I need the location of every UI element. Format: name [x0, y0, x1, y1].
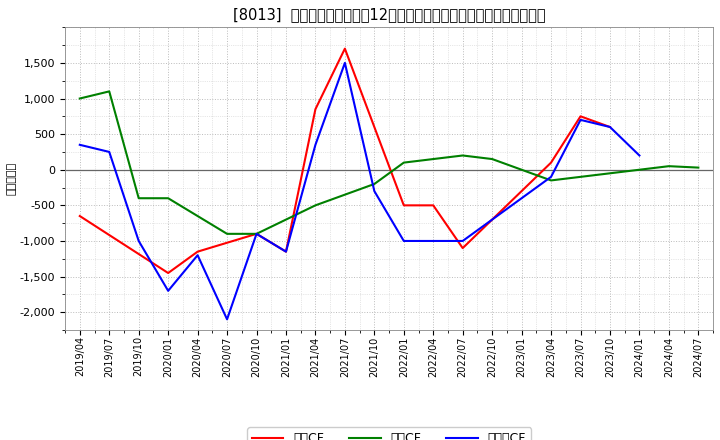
フリーCF [222, 317, 231, 322]
フリーCF [370, 188, 379, 194]
投資CF [694, 165, 703, 170]
フリーCF [105, 149, 114, 154]
投資CF [665, 164, 673, 169]
営業CF [341, 46, 349, 51]
フリーCF [135, 238, 143, 244]
フリーCF [576, 117, 585, 122]
投資CF [576, 174, 585, 180]
投資CF [400, 160, 408, 165]
投資CF [488, 156, 497, 161]
Legend: 営業CF, 投資CF, フリーCF: 営業CF, 投資CF, フリーCF [247, 427, 531, 440]
Title: [8013]  キャッシュフローの12か月移動合計の対前年同期増減額の推移: [8013] キャッシュフローの12か月移動合計の対前年同期増減額の推移 [233, 7, 545, 22]
投資CF [105, 89, 114, 94]
フリーCF [400, 238, 408, 244]
フリーCF [429, 238, 438, 244]
営業CF [606, 125, 614, 130]
投資CF [164, 196, 173, 201]
営業CF [311, 106, 320, 112]
投資CF [546, 178, 555, 183]
フリーCF [546, 174, 555, 180]
フリーCF [164, 288, 173, 293]
営業CF [459, 246, 467, 251]
投資CF [252, 231, 261, 236]
Line: 営業CF: 営業CF [80, 49, 610, 273]
営業CF [400, 203, 408, 208]
フリーCF [193, 253, 202, 258]
投資CF [370, 181, 379, 187]
フリーCF [76, 142, 84, 147]
フリーCF [341, 60, 349, 66]
投資CF [606, 171, 614, 176]
フリーCF [252, 231, 261, 236]
営業CF [164, 270, 173, 275]
フリーCF [635, 153, 644, 158]
投資CF [517, 167, 526, 172]
フリーCF [311, 142, 320, 147]
営業CF [193, 249, 202, 254]
フリーCF [282, 249, 290, 254]
営業CF [546, 160, 555, 165]
投資CF [429, 156, 438, 161]
営業CF [76, 213, 84, 219]
営業CF [282, 249, 290, 254]
Y-axis label: （百万円）: （百万円） [7, 162, 17, 195]
投資CF [635, 167, 644, 172]
フリーCF [459, 238, 467, 244]
投資CF [135, 196, 143, 201]
営業CF [429, 203, 438, 208]
投資CF [459, 153, 467, 158]
投資CF [222, 231, 231, 236]
投資CF [311, 203, 320, 208]
Line: 投資CF: 投資CF [80, 92, 698, 234]
Line: フリーCF: フリーCF [80, 63, 639, 319]
営業CF [576, 114, 585, 119]
投資CF [76, 96, 84, 101]
フリーCF [606, 125, 614, 130]
営業CF [252, 231, 261, 236]
